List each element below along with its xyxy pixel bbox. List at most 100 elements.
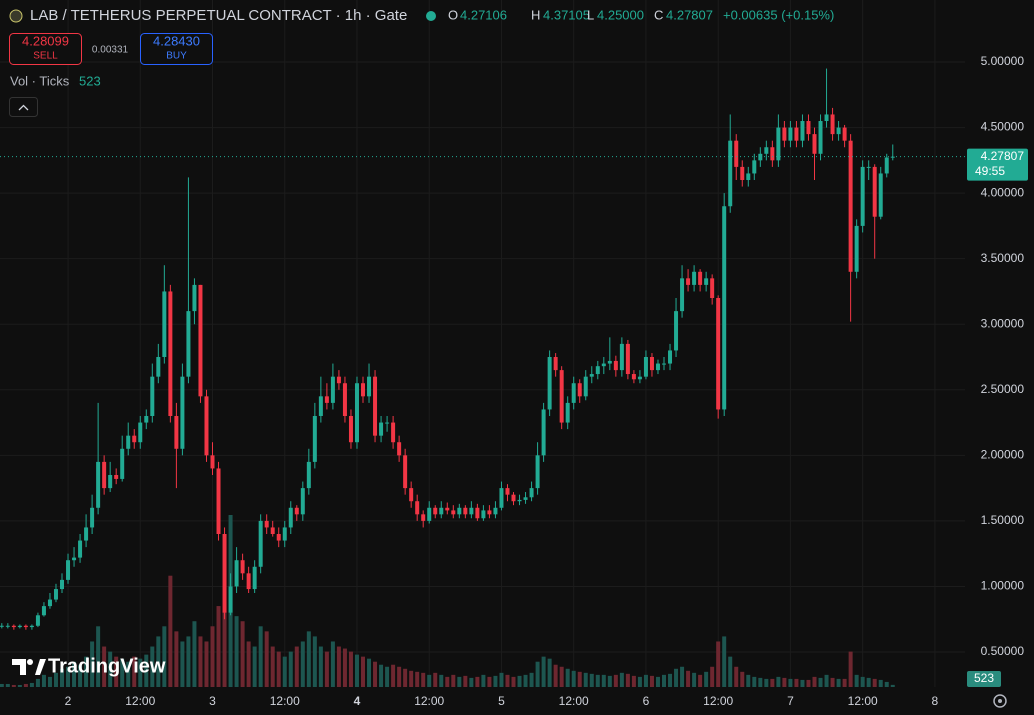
volume-bar <box>475 676 480 687</box>
candle-body <box>367 376 372 397</box>
logo: TradingView <box>12 655 166 677</box>
collapse-button[interactable] <box>9 97 38 117</box>
candle-body <box>186 311 191 377</box>
y-tick-label: 1.00000 <box>981 579 1025 593</box>
volume-bar <box>878 679 883 687</box>
candle-body <box>553 357 558 371</box>
axes: 5.00000 4.50000 4.00000 3.50000 3.00000 2.500… <box>0 54 1028 708</box>
buy-label[interactable]: BUY <box>166 51 187 62</box>
legend-key: O <box>448 7 458 22</box>
candle-body <box>276 533 281 541</box>
volume-bar <box>336 646 341 687</box>
volume-bar <box>17 684 22 687</box>
volume-bar <box>469 677 474 687</box>
candle-body <box>728 140 733 207</box>
indicator-value: 523 <box>79 73 101 88</box>
volume-bar <box>559 666 564 687</box>
settings-icon[interactable] <box>998 699 1002 703</box>
x-tick-label: 12:00 <box>270 694 300 708</box>
volume-bar <box>348 651 353 687</box>
candle-body <box>643 357 648 377</box>
volume-bar <box>300 641 305 687</box>
candle-body <box>698 271 703 285</box>
sell-price[interactable]: 4.28099 <box>22 33 69 48</box>
volume-bar <box>577 671 582 687</box>
volume-bar <box>601 674 606 687</box>
x-tick-label: 12:00 <box>848 694 878 708</box>
indicator-name[interactable]: Vol · Ticks <box>10 73 70 88</box>
volume-bar <box>354 654 359 687</box>
candle-body <box>84 527 89 541</box>
candle-body <box>505 488 510 495</box>
volume-bar <box>589 673 594 687</box>
sell-button[interactable] <box>9 33 82 65</box>
candle-body <box>601 363 606 367</box>
volume-bar <box>258 626 263 687</box>
logo-dot <box>27 659 33 665</box>
candle-body <box>481 510 486 519</box>
candle-body <box>114 475 119 479</box>
volume-bar <box>397 666 402 687</box>
candle-body <box>842 127 847 141</box>
volume-bar <box>198 636 203 687</box>
volume-bar <box>523 674 528 687</box>
x-tick-label: 7 <box>787 694 794 708</box>
volume-bar <box>872 678 877 687</box>
volume-bar <box>788 678 793 687</box>
volume-bar <box>686 670 691 687</box>
chart-title[interactable]: LAB / TETHERUS PERPETUAL CONTRACT · 1h ·… <box>30 7 407 24</box>
volume-bar <box>240 621 245 687</box>
change: +0.00635 (+0.15%) <box>723 7 834 22</box>
settings-button[interactable] <box>993 694 1007 708</box>
y-tick-label: 3.00000 <box>981 316 1025 330</box>
volume-bar <box>53 672 58 687</box>
volume-bar <box>168 575 173 687</box>
volume-bar <box>379 664 384 687</box>
volume-bar <box>770 678 775 687</box>
candle-body <box>637 376 642 380</box>
candle-body <box>102 461 107 489</box>
volume-bar <box>180 641 185 687</box>
candle-body <box>409 488 414 502</box>
legend-value: 4.27106 <box>460 7 507 22</box>
buy-button[interactable] <box>140 33 213 65</box>
legend-value: 4.27807 <box>666 7 713 22</box>
candle-body <box>11 625 16 628</box>
volume-bar <box>529 672 534 687</box>
volume-tag-label: 523 <box>974 671 994 685</box>
volume-bar <box>222 611 227 687</box>
candle-body <box>41 606 46 616</box>
volume-bar <box>41 674 46 687</box>
volume-bar <box>312 636 317 687</box>
candle-body <box>655 363 660 371</box>
volume-bar <box>830 677 835 687</box>
collapse-icon[interactable] <box>18 104 29 111</box>
buy-price[interactable]: 4.28430 <box>153 33 200 48</box>
volume-bar <box>306 631 311 687</box>
volume-bar <box>890 684 895 687</box>
market-status[interactable] <box>426 11 436 21</box>
candle-body <box>722 206 727 410</box>
volume-bar <box>505 674 510 687</box>
candle-body <box>607 360 612 364</box>
candle-body <box>595 366 600 375</box>
sell-label[interactable]: SELL <box>33 51 58 62</box>
candle-body <box>565 402 570 423</box>
volume-bar <box>162 626 167 687</box>
volume-bar <box>728 656 733 687</box>
volume-bar <box>126 661 131 687</box>
volume-tag <box>967 671 1001 687</box>
volume-bar <box>625 673 630 687</box>
volume-bar <box>824 674 829 687</box>
symbol-icon[interactable] <box>9 9 23 23</box>
volume-bar <box>866 677 871 687</box>
candle-body <box>216 468 221 534</box>
volume-bar <box>324 651 329 687</box>
candle-body <box>511 494 516 502</box>
volume-bar <box>776 676 781 687</box>
volume-bar <box>156 636 161 687</box>
candle-body <box>421 514 426 521</box>
